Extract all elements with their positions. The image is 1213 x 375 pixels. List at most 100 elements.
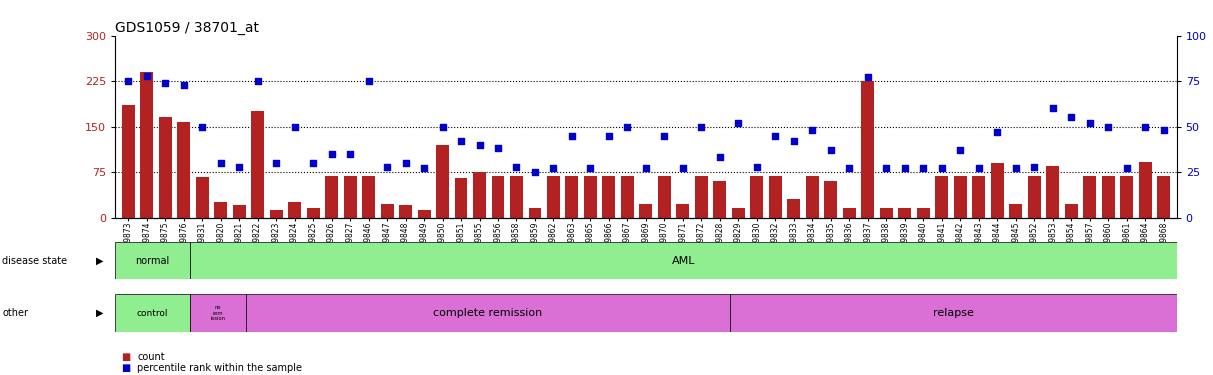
Bar bbox=[159, 117, 171, 218]
Text: no
rem
ission: no rem ission bbox=[210, 305, 226, 321]
Bar bbox=[195, 177, 209, 218]
Text: GDS1059 / 38701_at: GDS1059 / 38701_at bbox=[115, 21, 260, 34]
Bar bbox=[325, 176, 338, 218]
Point bbox=[211, 160, 230, 166]
Point bbox=[377, 164, 397, 170]
Point bbox=[525, 169, 545, 175]
Bar bbox=[713, 181, 727, 218]
Point bbox=[803, 127, 822, 133]
Bar bbox=[547, 176, 560, 218]
Text: complete remission: complete remission bbox=[433, 308, 542, 318]
Bar bbox=[861, 81, 875, 218]
Bar bbox=[899, 209, 911, 218]
Point bbox=[877, 165, 896, 171]
Text: percentile rank within the sample: percentile rank within the sample bbox=[137, 363, 302, 373]
Bar bbox=[879, 209, 893, 218]
Point bbox=[839, 165, 859, 171]
Bar bbox=[991, 163, 1003, 218]
Point bbox=[655, 133, 674, 139]
Point bbox=[303, 160, 323, 166]
Point bbox=[784, 138, 803, 144]
Bar bbox=[843, 209, 856, 218]
Bar bbox=[935, 176, 949, 218]
Bar bbox=[825, 181, 837, 218]
Point bbox=[821, 147, 841, 153]
Bar bbox=[491, 176, 505, 218]
Point bbox=[617, 124, 637, 130]
Point bbox=[913, 165, 933, 171]
Point bbox=[285, 124, 304, 130]
Point bbox=[581, 165, 600, 171]
Point bbox=[1117, 165, 1137, 171]
Point bbox=[747, 164, 767, 170]
Point bbox=[341, 151, 360, 157]
Point bbox=[415, 165, 434, 171]
Bar bbox=[730, 294, 1177, 332]
Bar bbox=[251, 111, 264, 218]
Bar bbox=[603, 176, 615, 218]
Point bbox=[321, 151, 341, 157]
Bar bbox=[381, 204, 393, 218]
Text: control: control bbox=[137, 309, 169, 318]
Point bbox=[673, 165, 693, 171]
Point bbox=[858, 75, 877, 81]
Bar bbox=[363, 176, 375, 218]
Point bbox=[691, 124, 711, 130]
Bar bbox=[639, 204, 653, 218]
Text: relapse: relapse bbox=[933, 308, 974, 318]
Point bbox=[1135, 124, 1155, 130]
Text: disease state: disease state bbox=[2, 256, 68, 266]
Bar bbox=[417, 210, 431, 218]
Bar bbox=[121, 105, 135, 218]
Bar bbox=[269, 210, 283, 218]
Point bbox=[267, 160, 286, 166]
Point bbox=[1025, 164, 1044, 170]
Bar bbox=[1101, 176, 1115, 218]
Bar bbox=[1157, 176, 1171, 218]
Text: ■: ■ bbox=[121, 352, 131, 362]
Bar bbox=[529, 209, 541, 218]
Bar bbox=[769, 176, 782, 218]
Point bbox=[636, 165, 655, 171]
Point bbox=[155, 80, 175, 86]
Bar bbox=[917, 209, 929, 218]
Point bbox=[247, 78, 267, 84]
Point bbox=[229, 164, 249, 170]
Point bbox=[469, 142, 489, 148]
Text: ■: ■ bbox=[121, 363, 131, 373]
Point bbox=[563, 133, 582, 139]
Point bbox=[951, 147, 970, 153]
Bar bbox=[473, 172, 486, 217]
Text: ▶: ▶ bbox=[96, 308, 103, 318]
Bar bbox=[1009, 204, 1023, 218]
Bar bbox=[751, 176, 763, 218]
Bar bbox=[233, 206, 245, 218]
Bar bbox=[731, 209, 745, 218]
Point bbox=[359, 78, 378, 84]
Point bbox=[1080, 120, 1099, 126]
Bar bbox=[953, 176, 967, 218]
Bar bbox=[455, 178, 467, 218]
Bar bbox=[973, 176, 985, 218]
Point bbox=[1043, 105, 1063, 111]
Text: count: count bbox=[137, 352, 165, 362]
Point bbox=[1006, 165, 1025, 171]
Bar bbox=[583, 176, 597, 218]
Point bbox=[765, 133, 785, 139]
Bar bbox=[695, 176, 708, 218]
Bar bbox=[141, 72, 153, 217]
Point bbox=[193, 124, 212, 130]
Bar bbox=[1139, 162, 1151, 218]
Bar bbox=[115, 294, 189, 332]
Bar bbox=[115, 242, 189, 279]
Point bbox=[489, 146, 508, 152]
Point bbox=[433, 124, 452, 130]
Bar bbox=[565, 176, 579, 218]
Bar bbox=[399, 206, 412, 218]
Point bbox=[1099, 124, 1118, 130]
Text: ▶: ▶ bbox=[96, 256, 103, 266]
Point bbox=[395, 160, 415, 166]
Bar bbox=[677, 204, 689, 218]
Bar bbox=[177, 122, 190, 218]
Point bbox=[729, 120, 748, 126]
